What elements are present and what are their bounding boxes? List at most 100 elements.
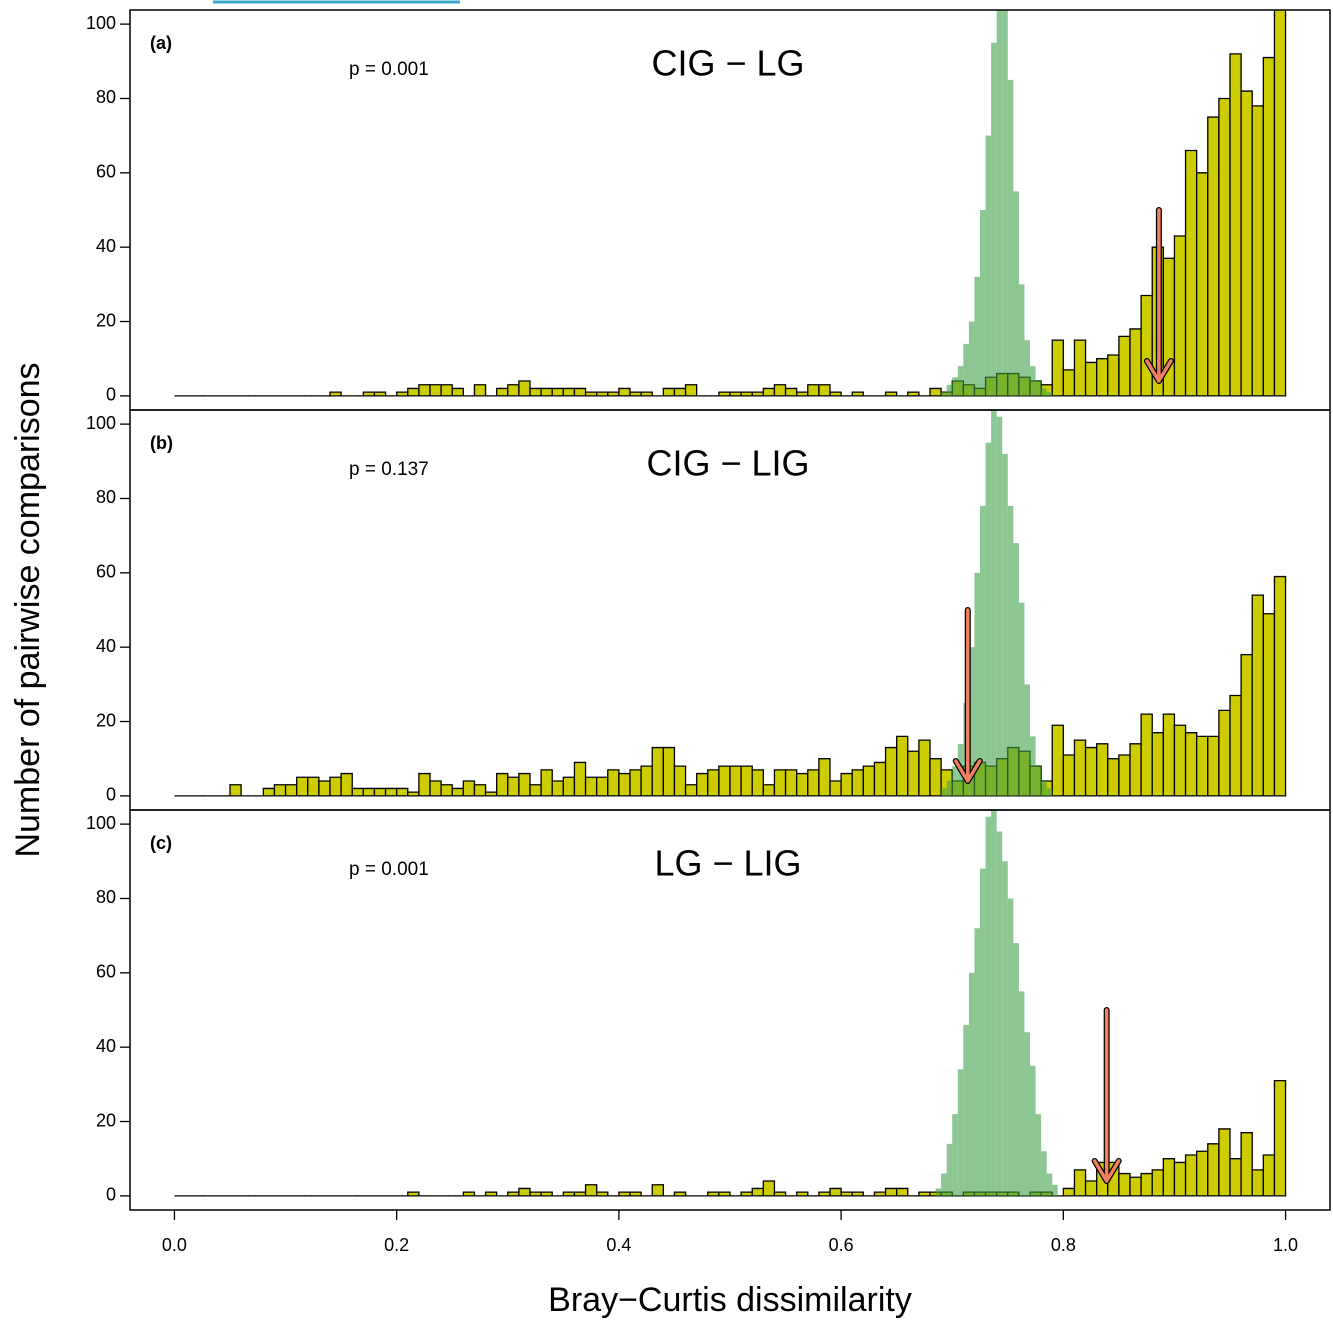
bar [851,391,864,397]
arrow [1092,1008,1121,1183]
bar [968,972,975,1196]
bar [373,391,387,397]
bar [963,343,969,396]
bar [946,1143,953,1196]
x-tick-label: 0.0 [162,1235,187,1255]
arrow [954,608,982,783]
bar [929,387,942,397]
bar [329,776,342,797]
bar [762,1180,776,1197]
bar [718,391,731,397]
bar [751,769,764,797]
bar [684,384,698,397]
bar [946,384,953,396]
bar [985,135,992,396]
bar [1035,766,1042,796]
bar [1162,1158,1176,1197]
bar [1207,116,1220,397]
bar [673,1191,687,1197]
bar [307,776,320,797]
bar [551,387,564,397]
x-axis-label: Bray−Curtis dissimilarity [548,1281,912,1319]
bar [773,1191,787,1197]
x-tick-label: 0.4 [606,1235,631,1255]
bar [980,505,986,796]
bar [696,772,709,797]
bar [818,758,831,797]
bar [496,387,509,397]
bar [807,769,820,797]
bar [462,1191,476,1197]
bar [518,1187,531,1197]
bar [884,1187,898,1197]
bar [1024,340,1030,396]
bar [407,387,420,397]
bar [384,787,398,797]
bar [662,387,676,397]
bar [740,765,753,797]
bar [784,769,798,797]
bar [651,746,664,797]
y-tick-label: 100 [86,13,116,33]
bar [1096,743,1109,797]
bar [1129,1176,1142,1197]
bar [985,442,992,796]
bar [1096,358,1109,397]
panel [174,810,1287,1197]
bar [1184,1154,1198,1197]
bar [629,769,642,797]
bar [1140,1172,1153,1197]
bar [980,868,986,1196]
panel-label: (b) [150,433,173,453]
x-tick-label: 0.2 [384,1235,409,1255]
bar [1062,369,1076,397]
bar [807,384,820,397]
bar [707,1191,720,1197]
y-tick-label: 80 [96,887,116,907]
bar [907,391,920,397]
bar [440,784,453,797]
bar [1062,754,1076,797]
bar [684,784,698,797]
y-tick-label: 80 [96,87,116,107]
bar [935,1188,942,1196]
bar [451,787,464,797]
bar [1107,758,1120,797]
bar [818,384,831,397]
bar [1162,713,1176,797]
bar [573,761,587,797]
bar [996,831,1003,1196]
bar [1041,1151,1047,1196]
bar [673,387,687,397]
y-axis-label: Number of pairwise comparisons [9,362,47,857]
bar [362,787,376,797]
y-tick-label: 20 [96,710,116,730]
bar [941,1173,947,1196]
bar [1262,56,1276,397]
bar [1007,505,1014,796]
bar [751,391,764,397]
bar [1084,746,1098,797]
bar [1251,105,1264,397]
bar [1051,724,1064,797]
bar [873,761,887,797]
bar [918,739,931,797]
y-tick-label: 60 [96,962,116,982]
bar [818,1191,831,1197]
bar [662,746,676,797]
bar [1240,90,1253,397]
bar [707,769,720,797]
bar [640,765,653,797]
bar [884,391,898,397]
bar [1052,1184,1058,1196]
bar [1184,149,1198,397]
bar [1240,653,1253,797]
bar [1046,788,1053,796]
bar [1084,1180,1098,1197]
bar [629,1191,642,1197]
panel [174,10,1287,397]
bar [418,384,431,397]
x-tick-label: 0.8 [1051,1235,1076,1255]
bar [829,1187,842,1197]
y-tick-label: 0 [106,385,116,405]
